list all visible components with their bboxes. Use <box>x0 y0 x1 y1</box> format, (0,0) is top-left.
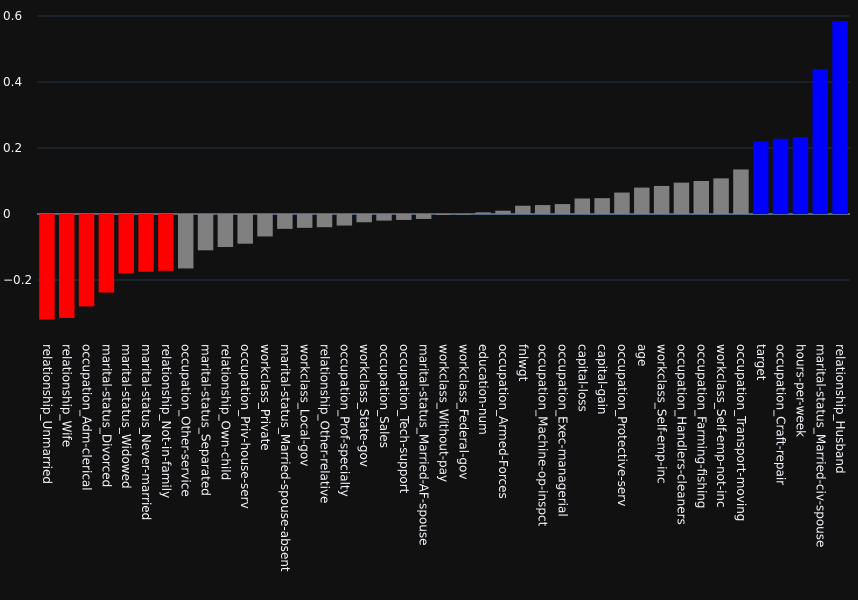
bar-marital-status_Married-civ-spouse[interactable] <box>812 69 828 215</box>
x-tick-label: relationship_Husband <box>833 344 847 474</box>
x-tick-label: age <box>635 344 649 366</box>
x-tick-label: target <box>754 344 768 381</box>
x-tick-label: marital-status_Widowed <box>119 344 133 489</box>
x-tick-label: marital-status_Never-married <box>139 344 153 520</box>
bar-occupation_Other-service[interactable] <box>177 214 194 269</box>
x-tick-label: relationship_Not-in-family <box>159 344 173 498</box>
x-tick-label: occupation_Tech-support <box>397 344 411 494</box>
y-tick-label: 0.6 <box>3 9 22 23</box>
bar-occupation_Tech-support[interactable] <box>396 214 412 220</box>
bar-relationship_Husband[interactable] <box>832 20 848 215</box>
bar-education-num[interactable] <box>475 212 491 214</box>
bar-relationship_Not-in-family[interactable] <box>158 214 174 271</box>
bar-workclass_Without-pay[interactable] <box>435 214 452 215</box>
x-tick-label: occupation_Handlers-cleaners <box>674 344 688 525</box>
x-tick-label: marital-status_Divorced <box>99 344 113 487</box>
bar-marital-status_Separated[interactable] <box>197 214 214 251</box>
bar-occupation_Craft-repair[interactable] <box>772 138 789 214</box>
y-tick-label: 0.2 <box>3 141 22 155</box>
bar-relationship_Unmarried[interactable] <box>39 214 55 320</box>
bar-workclass_State-gov[interactable] <box>356 214 372 223</box>
x-tick-label: occupation_Machine-op-inspct <box>536 344 550 527</box>
bar-marital-status_Divorced[interactable] <box>98 214 115 293</box>
bar-fnlwgt[interactable] <box>515 205 531 214</box>
x-tick-label: workclass_State-gov <box>357 344 371 467</box>
bar-workclass_Private[interactable] <box>257 214 273 237</box>
x-tick-label: relationship_Own-child <box>218 344 232 480</box>
bar-age[interactable] <box>634 187 650 214</box>
bar-workclass_Federal-gov[interactable] <box>455 214 472 215</box>
bar-hours-per-week[interactable] <box>792 137 809 214</box>
x-tick-label: occupation_Adm-clerical <box>80 344 94 491</box>
bar-workclass_Self-emp-not-inc[interactable] <box>713 178 729 214</box>
bar-marital-status_Widowed[interactable] <box>118 214 134 274</box>
x-tick-label: occupation_Other-service <box>179 344 193 497</box>
x-tick-label: workclass_Federal-gov <box>456 344 470 479</box>
bar-relationship_Own-child[interactable] <box>217 214 234 247</box>
bar-target[interactable] <box>753 141 769 214</box>
x-tick-label: relationship_Wife <box>60 344 74 447</box>
y-tick-label: 0.4 <box>3 75 22 89</box>
bar-marital-status_Married-spouse-absent[interactable] <box>277 214 293 229</box>
bar-occupation_Exec-managerial[interactable] <box>554 204 571 214</box>
x-tick-label: workclass_Self-emp-inc <box>655 344 669 484</box>
x-tick-label: workclass_Without-pay <box>437 344 451 482</box>
x-tick-label: relationship_Unmarried <box>40 344 54 484</box>
bar-workclass_Local-gov[interactable] <box>296 214 313 228</box>
x-tick-label: capital-loss <box>575 344 589 412</box>
y-tick-label: −0.2 <box>3 273 32 287</box>
x-tick-label: marital-status_Married-civ-spouse <box>813 344 827 547</box>
bar-occupation_Farming-fishing[interactable] <box>693 181 710 214</box>
bar-workclass_Self-emp-inc[interactable] <box>653 185 670 214</box>
bar-occupation_Armed-Forces[interactable] <box>495 210 511 214</box>
x-tick-label: occupation_Craft-repair <box>774 344 788 485</box>
x-tick-label: occupation_Armed-Forces <box>496 344 510 499</box>
bar-occupation_Handlers-cleaners[interactable] <box>673 182 690 214</box>
x-tick-label: education-num <box>476 344 490 435</box>
bar-occupation_Protective-serv[interactable] <box>614 192 630 214</box>
x-tick-label: occupation_Sales <box>377 344 391 448</box>
x-tick-label: occupation_Prof-specialty <box>337 344 351 497</box>
y-axis-ticks: −0.2 0 0.2 0.4 0.6 <box>3 9 32 287</box>
bar-occupation_Machine-op-inspct[interactable] <box>534 205 551 214</box>
x-tick-label: workclass_Local-gov <box>298 344 312 466</box>
x-tick-label: relationship_Other-relative <box>318 344 332 503</box>
x-tick-label: hours-per-week <box>793 344 807 437</box>
bar-capital-loss[interactable] <box>574 198 591 214</box>
bar-occupation_Sales[interactable] <box>376 214 392 221</box>
x-axis-category-labels: relationship_Unmarried relationship_Wife o… <box>40 344 847 572</box>
bar-occupation_Adm-clerical[interactable] <box>78 214 95 307</box>
x-tick-label: workclass_Self-emp-not-inc <box>714 344 728 508</box>
x-tick-label: occupation_Exec-managerial <box>555 344 569 517</box>
bar-occupation_Priv-house-serv[interactable] <box>237 214 253 244</box>
x-tick-label: occupation_Protective-serv <box>615 344 629 506</box>
bar-relationship_Wife[interactable] <box>59 214 75 318</box>
bars <box>39 20 848 320</box>
x-tick-label: marital-status_Separated <box>199 344 213 496</box>
bar-occupation_Transport-moving[interactable] <box>733 169 749 214</box>
x-tick-label: occupation_Transport-moving <box>734 344 748 521</box>
x-tick-label: fnlwgt <box>516 344 530 382</box>
bar-capital-gain[interactable] <box>594 198 610 214</box>
x-tick-label: occupation_Farming-fishing <box>694 344 708 509</box>
x-tick-label: marital-status_Married-AF-spouse <box>417 344 431 546</box>
bar-marital-status_Never-married[interactable] <box>138 214 154 272</box>
x-tick-label: marital-status_Married-spouse-absent <box>278 344 292 572</box>
x-tick-label: capital-gain <box>595 344 609 415</box>
bar-marital-status_Married-AF-spouse[interactable] <box>415 214 432 219</box>
bar-occupation_Prof-specialty[interactable] <box>336 214 353 226</box>
y-tick-label: 0 <box>3 207 11 221</box>
x-tick-label: occupation_Priv-house-serv <box>238 344 252 509</box>
x-tick-label: workclass_Private <box>258 344 272 451</box>
bar-relationship_Other-relative[interactable] <box>316 214 333 228</box>
